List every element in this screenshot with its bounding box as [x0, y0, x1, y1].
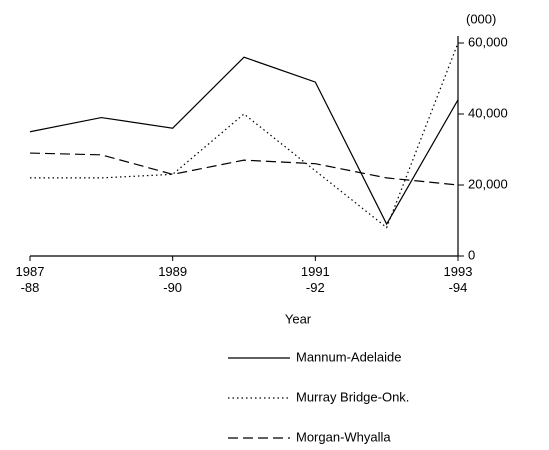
y-tick-label: 40,000	[468, 105, 508, 120]
x-tick-label: 1993 -94	[443, 264, 473, 295]
legend-label: Morgan-Whyalla	[296, 429, 391, 444]
x-tick-label: 1989 -90	[158, 264, 188, 295]
series-line	[29, 56, 459, 226]
series-line	[30, 42, 459, 229]
y-tick-label: 20,000	[468, 176, 508, 191]
y-tick-label: 0	[468, 247, 475, 262]
y-unit-label: (000)	[466, 11, 496, 26]
y-tick-label: 60,000	[468, 34, 508, 49]
x-tick-label: 1991 -92	[300, 264, 330, 295]
series-line	[29, 152, 459, 186]
x-axis-label: Year	[285, 311, 312, 326]
x-tick-label: 1987 -88	[15, 264, 45, 295]
legend-label: Mannum-Adelaide	[296, 349, 402, 364]
legend-label: Murray Bridge-Onk.	[296, 389, 409, 404]
